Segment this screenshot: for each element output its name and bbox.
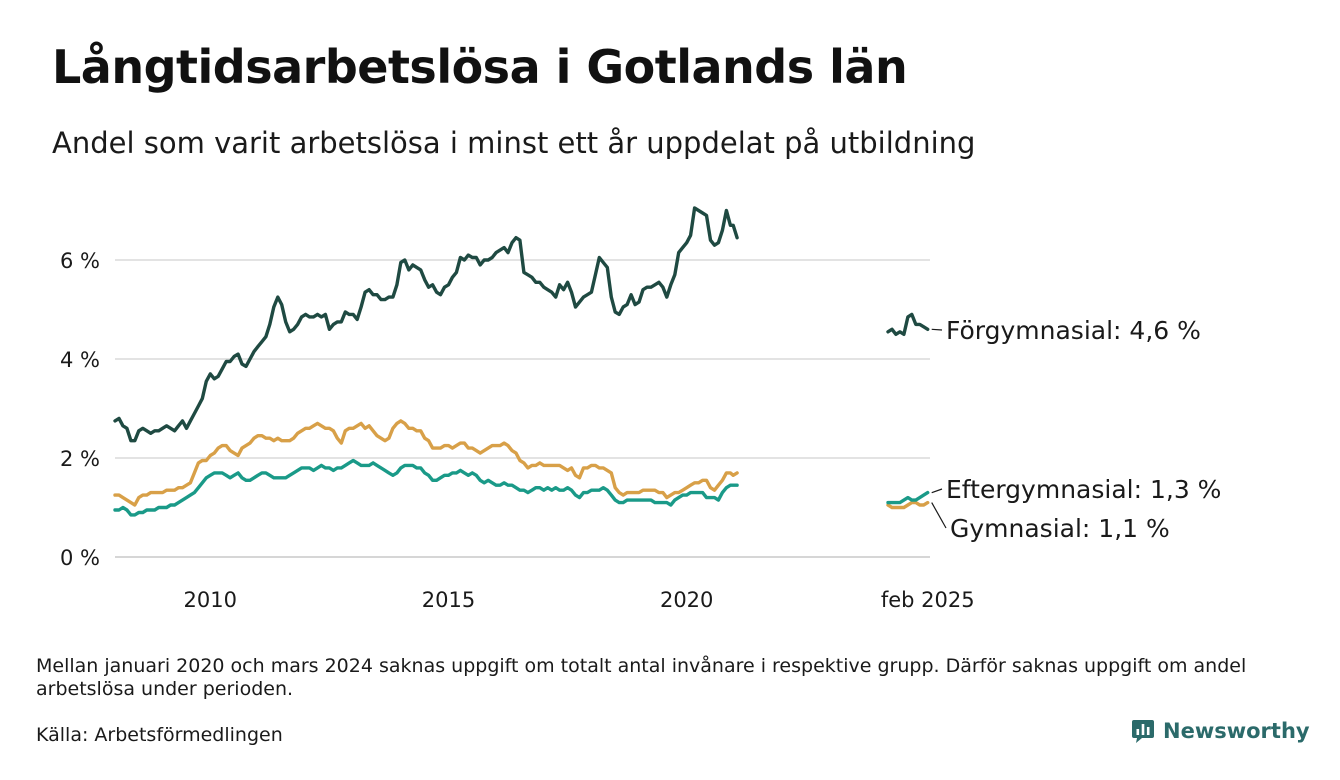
x-tick-label: 2015	[422, 588, 475, 612]
end-label-eftergymnasial: Eftergymnasial: 1,3 %	[946, 475, 1221, 504]
end-label-gymnasial: Gymnasial: 1,1 %	[950, 514, 1170, 543]
chart-subtitle: Andel som varit arbetslösa i minst ett å…	[52, 126, 976, 160]
brand-logo: Newsworthy	[1130, 718, 1310, 744]
brand-name: Newsworthy	[1163, 719, 1310, 743]
series-line-gymnasial	[113, 419, 739, 507]
series-line-förgymnasial	[113, 206, 739, 443]
leader-line-gymnasial	[931, 502, 947, 529]
y-tick-label: 6 %	[60, 249, 100, 273]
y-tick-label: 2 %	[60, 447, 100, 471]
footnote: Mellan januari 2020 och mars 2024 saknas…	[36, 655, 1247, 700]
y-tick-label: 4 %	[60, 348, 100, 372]
leader-line-förgymnasial	[931, 328, 943, 331]
series-line-gymnasial	[886, 500, 930, 510]
chart-title: Långtidsarbetslösa i Gotlands län	[52, 40, 908, 94]
x-tick-label: 2020	[660, 588, 713, 612]
source-credit: Källa: Arbetsförmedlingen	[36, 724, 283, 746]
end-label-förgymnasial: Förgymnasial: 4,6 %	[946, 316, 1201, 345]
series-line-eftergymnasial	[886, 490, 930, 505]
x-tick-label: 2010	[184, 588, 237, 612]
newsworthy-icon	[1132, 720, 1154, 743]
leader-line-eftergymnasial	[931, 488, 943, 494]
x-tick-label: feb 2025	[881, 588, 975, 612]
series-line-förgymnasial	[886, 312, 930, 336]
y-tick-label: 0 %	[60, 546, 100, 570]
line-chart: 0 % 2 % 4 % 6 % 2010 2015 2020 feb 2025 Förgymna…	[60, 206, 1221, 612]
series-line-eftergymnasial	[113, 458, 739, 517]
